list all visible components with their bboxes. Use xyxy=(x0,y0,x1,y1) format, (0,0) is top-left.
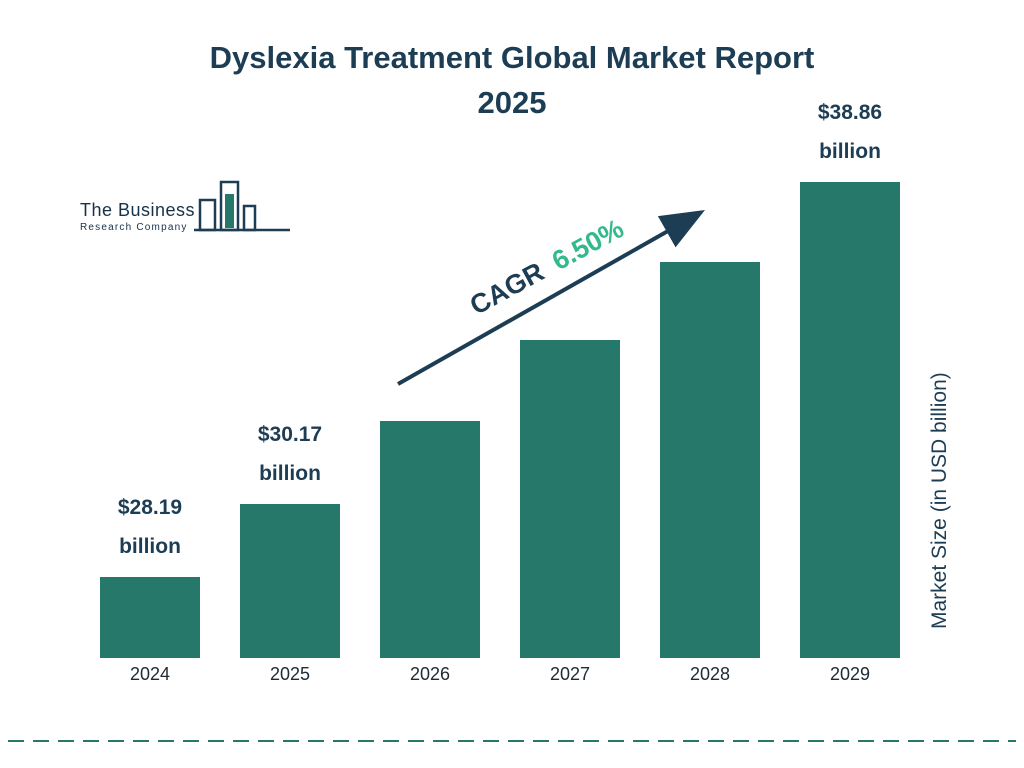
bar-2028 xyxy=(660,262,760,658)
y-axis-label: Market Size (in USD billion) xyxy=(928,372,951,630)
bar-slot xyxy=(640,176,780,658)
bar-value-label-2029: $38.86 billion xyxy=(780,94,920,172)
x-axis-ticks: 2024 2025 2026 2027 2028 2029 xyxy=(80,664,920,685)
bar-slot xyxy=(500,176,640,658)
bar-slot: $38.86 billion xyxy=(780,101,920,658)
bar-value-unit: billion xyxy=(119,535,181,559)
bar-2027 xyxy=(520,340,620,658)
company-logo-text: The Business Research Company xyxy=(80,200,195,233)
bar-value-amount: $38.86 xyxy=(817,101,883,125)
bar-value-amount: $30.17 xyxy=(257,423,323,447)
bar-2025 xyxy=(240,504,340,658)
bar-2024 xyxy=(100,577,200,658)
bar-2026 xyxy=(380,421,480,658)
bar-2029 xyxy=(800,182,900,658)
x-tick-2027: 2027 xyxy=(549,664,591,684)
company-logo: The Business Research Company xyxy=(66,180,291,252)
x-tick-2026: 2026 xyxy=(409,664,451,684)
x-tick-2029: 2029 xyxy=(829,664,871,684)
chart-title-line1: Dyslexia Treatment Global Market Report xyxy=(209,40,815,75)
bar-value-unit: billion xyxy=(819,140,881,164)
bar-value-label-2025: $30.17 billion xyxy=(220,416,360,494)
x-tick-2025: 2025 xyxy=(269,664,311,684)
bar-value-unit: billion xyxy=(259,462,321,486)
x-tick-2028: 2028 xyxy=(689,664,731,684)
bar-value-label-2024: $28.19 billion xyxy=(80,489,220,567)
bar-value-amount: $28.19 xyxy=(117,496,183,520)
company-logo-subtitle: Research Company xyxy=(80,222,188,233)
bottom-dashed-rule xyxy=(8,740,1016,742)
x-tick-2024: 2024 xyxy=(129,664,171,684)
company-logo-name: The Business xyxy=(80,200,196,220)
chart-title: Dyslexia Treatment Global Market Report … xyxy=(0,36,1024,126)
chart-title-line2: 2025 xyxy=(477,84,547,120)
plot-area: $28.19 billion $30.17 billion $38.86 billion xyxy=(80,101,920,658)
company-logo-bars-icon xyxy=(194,180,290,232)
bar-slot: $28.19 billion xyxy=(80,176,220,658)
bar-slot xyxy=(360,176,500,658)
bar-slot: $30.17 billion xyxy=(220,176,360,658)
